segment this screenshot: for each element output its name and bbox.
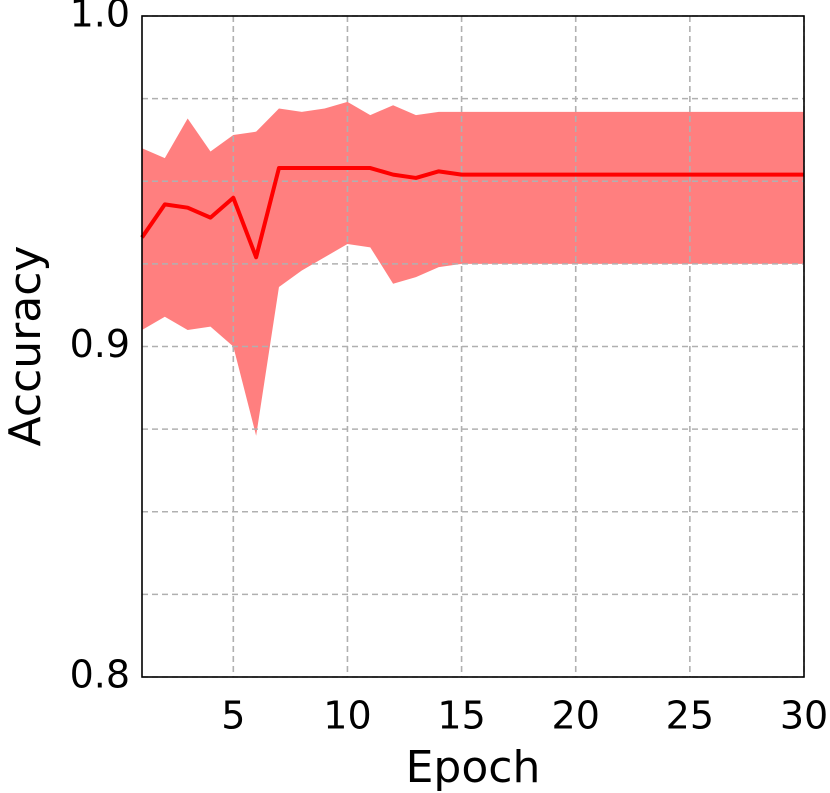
confidence-band — [142, 101, 804, 436]
x-tick-label: 30 — [780, 694, 828, 738]
x-tick-label: 20 — [552, 694, 600, 738]
x-axis-label: Epoch — [406, 742, 541, 793]
line — [140, 166, 804, 260]
y-tick-label: 0.9 — [70, 322, 130, 366]
axes-frame — [141, 15, 805, 678]
x-tick-label: 5 — [221, 694, 245, 738]
y-axis-label: Accuracy — [0, 246, 51, 447]
x-tick-label: 25 — [666, 694, 714, 738]
plot-area — [140, 15, 805, 678]
y-tick-label: 0.8 — [70, 653, 130, 697]
y-tick-label: 1.0 — [70, 0, 130, 36]
x-tick-label: 15 — [437, 694, 485, 738]
x-tick-label: 10 — [323, 694, 371, 738]
